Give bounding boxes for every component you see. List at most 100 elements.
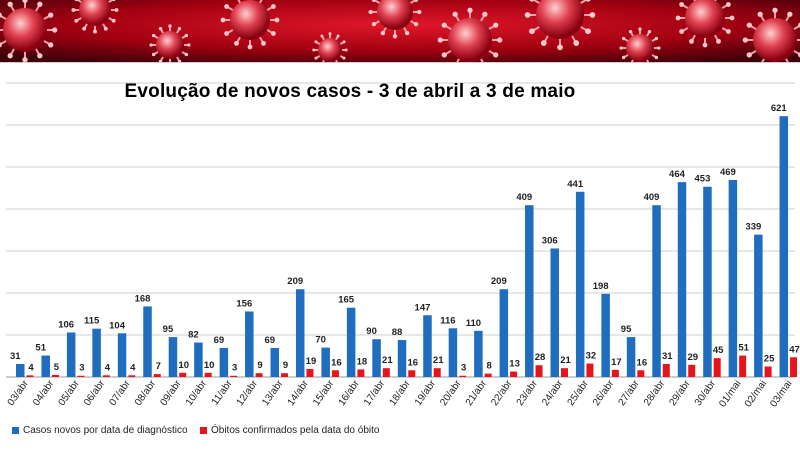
bar-deaths xyxy=(433,368,441,377)
bar-deaths xyxy=(764,366,772,377)
data-label-cases: 88 xyxy=(392,327,403,338)
data-label-cases: 453 xyxy=(695,174,711,185)
data-label-cases: 198 xyxy=(593,281,609,292)
x-tick-label: 03/mai xyxy=(768,378,794,409)
x-tick-label: 06/abr xyxy=(82,378,108,408)
bar-deaths xyxy=(790,357,798,377)
bar-cases xyxy=(168,337,178,377)
x-tick-label: 01/mai xyxy=(717,378,743,409)
data-label-cases: 339 xyxy=(745,222,761,233)
data-label-cases: 147 xyxy=(415,302,431,313)
x-tick-label: 10/abr xyxy=(184,378,210,408)
x-tick-label: 23/abr xyxy=(515,378,541,408)
data-label-cases: 209 xyxy=(491,276,507,287)
data-label-cases: 82 xyxy=(188,330,199,341)
data-label-deaths: 9 xyxy=(257,360,262,371)
x-tick-label: 25/abr xyxy=(566,378,592,408)
virus-particle xyxy=(0,0,58,62)
bar-deaths xyxy=(26,375,34,377)
coronavirus-banner xyxy=(0,0,800,62)
x-tick-label: 02/mai xyxy=(743,378,769,409)
bar-deaths xyxy=(204,372,212,377)
data-label-cases: 95 xyxy=(621,324,632,335)
x-tick-label: 26/abr xyxy=(591,378,617,408)
data-label-cases: 104 xyxy=(109,320,126,331)
x-tick-label: 19/abr xyxy=(413,378,439,408)
bar-cases xyxy=(372,339,381,377)
x-tick-label: 11/abr xyxy=(210,378,235,407)
data-label-cases: 621 xyxy=(771,103,788,114)
x-tick-label: 15/abr xyxy=(311,378,337,408)
data-label-deaths: 5 xyxy=(54,362,60,373)
bar-chart: 31 4 03/abr 51 5 04/abr 106 3 05/abr 115 4 06/abr 10… xyxy=(6,82,800,409)
data-label-deaths: 16 xyxy=(637,357,648,368)
x-tick-label: 09/abr xyxy=(158,378,184,408)
bar-cases xyxy=(66,332,76,377)
x-tick-label: 21/abr xyxy=(464,378,490,408)
bar-deaths xyxy=(560,368,568,377)
bar-cases xyxy=(550,248,559,377)
data-label-deaths: 13 xyxy=(509,359,520,370)
data-label-deaths: 16 xyxy=(407,357,418,368)
data-label-cases: 115 xyxy=(84,316,100,327)
virus-particle xyxy=(437,7,503,62)
bar-cases xyxy=(652,205,661,377)
data-label-cases: 70 xyxy=(315,335,326,346)
x-tick-label: 05/abr xyxy=(57,378,83,408)
bar-cases xyxy=(321,347,330,377)
x-tick-label: 07/abr xyxy=(107,378,133,408)
data-label-cases: 110 xyxy=(466,318,481,329)
data-label-deaths: 31 xyxy=(662,351,673,362)
virus-particle xyxy=(619,27,661,62)
data-label-cases: 31 xyxy=(10,351,21,362)
x-tick-label: 03/abr xyxy=(6,378,32,408)
data-label-deaths: 10 xyxy=(204,360,215,371)
data-label-deaths: 32 xyxy=(586,351,597,362)
legend-item-deaths: Óbitos confirmados pela data do óbito xyxy=(200,425,379,436)
bar-deaths xyxy=(662,363,670,377)
data-label-cases: 306 xyxy=(542,235,558,246)
bar-deaths xyxy=(713,358,721,377)
legend-item-cases: Casos novos por data de diagnóstico xyxy=(12,425,188,436)
data-label-cases: 409 xyxy=(644,192,660,203)
data-label-cases: 69 xyxy=(214,335,225,346)
bar-cases xyxy=(346,307,356,377)
bar-cases xyxy=(474,330,483,377)
bar-cases xyxy=(92,328,101,377)
bar-cases xyxy=(779,116,789,378)
bar-deaths xyxy=(51,374,59,377)
x-tick-label: 08/abr xyxy=(133,378,159,408)
bar-deaths xyxy=(281,373,289,377)
data-label-deaths: 19 xyxy=(306,356,317,367)
bar-deaths xyxy=(510,371,518,377)
x-tick-label: 17/abr xyxy=(362,378,388,408)
data-label-deaths: 10 xyxy=(178,360,189,371)
x-tick-label: 13/abr xyxy=(260,378,286,408)
chart-title: Evolução de novos casos - 3 de abril a 3… xyxy=(124,81,576,102)
bar-deaths xyxy=(128,375,136,377)
data-label-cases: 106 xyxy=(58,319,74,330)
x-tick-label: 18/abr xyxy=(387,378,413,408)
x-tick-label: 24/abr xyxy=(540,378,566,408)
x-tick-label: 28/abr xyxy=(642,378,668,408)
legend-label-cases: Casos novos por data de diagnóstico xyxy=(23,425,188,436)
bar-cases xyxy=(16,363,25,377)
data-label-deaths: 3 xyxy=(461,363,466,374)
data-label-deaths: 51 xyxy=(738,343,749,354)
bar-deaths xyxy=(408,370,416,377)
data-label-deaths: 25 xyxy=(764,354,775,365)
data-label-cases: 90 xyxy=(366,326,377,337)
x-tick-label: 14/abr xyxy=(286,378,312,408)
data-label-deaths: 4 xyxy=(28,362,34,373)
bar-cases xyxy=(270,348,280,377)
bar-deaths xyxy=(535,365,543,377)
data-label-cases: 409 xyxy=(516,192,532,203)
bar-cases xyxy=(754,234,763,377)
bar-deaths xyxy=(102,375,110,377)
virus-particle xyxy=(368,0,422,39)
data-label-cases: 209 xyxy=(287,276,303,287)
data-label-deaths: 45 xyxy=(713,345,724,356)
bar-cases xyxy=(499,289,509,377)
bar-deaths xyxy=(611,369,619,377)
data-label-cases: 464 xyxy=(669,169,686,180)
